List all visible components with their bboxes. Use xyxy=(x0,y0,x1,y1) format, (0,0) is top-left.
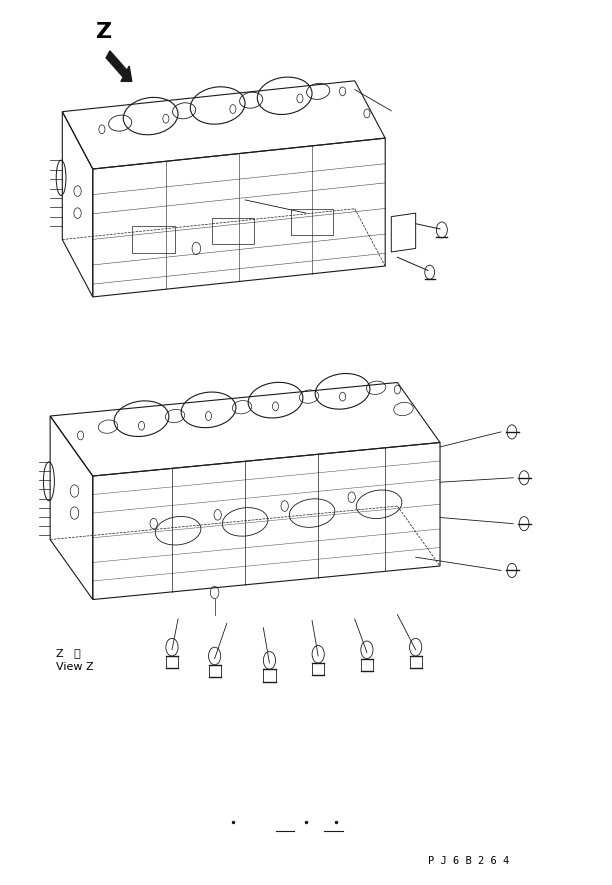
Text: View Z: View Z xyxy=(56,662,94,672)
Text: P J 6 B 2 6 4: P J 6 B 2 6 4 xyxy=(428,856,509,866)
Text: Z: Z xyxy=(96,22,112,42)
Text: Z   視: Z 視 xyxy=(56,648,81,658)
FancyArrow shape xyxy=(106,50,132,81)
